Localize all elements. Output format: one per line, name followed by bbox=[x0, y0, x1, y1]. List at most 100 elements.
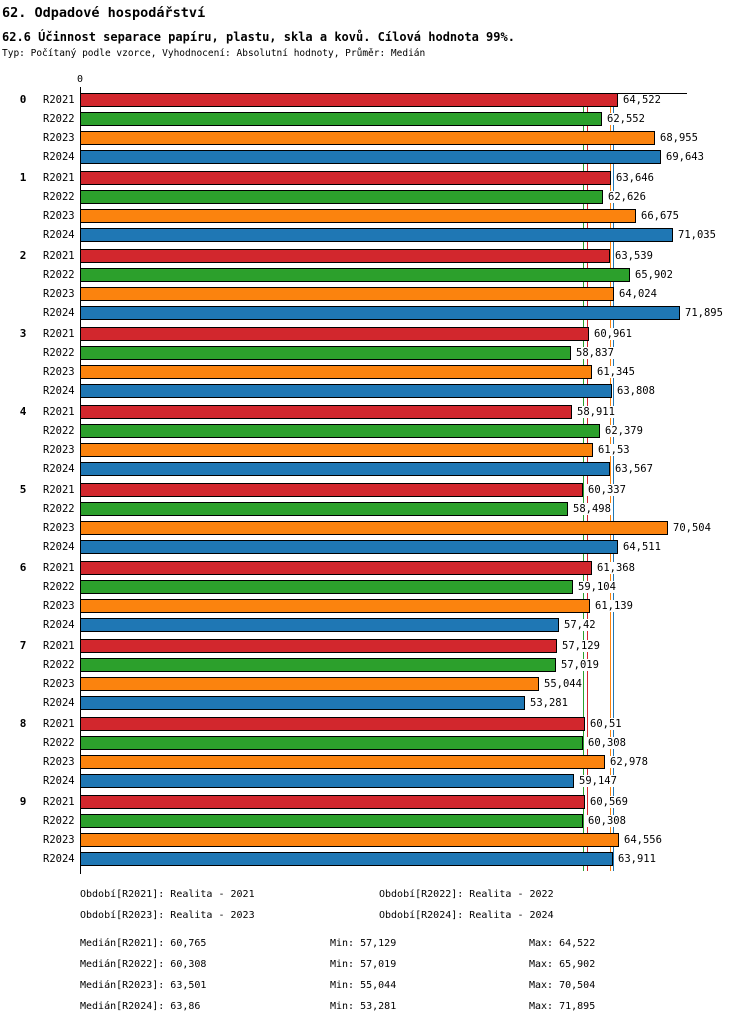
bar-series-label: R2021 bbox=[43, 250, 75, 262]
bar-series-label: R2021 bbox=[43, 94, 75, 106]
bar-r2021 bbox=[80, 405, 572, 419]
bar-r2021 bbox=[80, 795, 585, 809]
bar-series-label: R2022 bbox=[43, 815, 75, 827]
legend-item-r2023: Období[R2023]: Realita - 2023 bbox=[80, 910, 255, 921]
bar-series-label: R2023 bbox=[43, 834, 75, 846]
bar-r2021 bbox=[80, 93, 618, 107]
bar-value-label: 63,808 bbox=[616, 385, 656, 397]
median-line-r2024 bbox=[613, 93, 614, 871]
bar-series-label: R2022 bbox=[43, 659, 75, 671]
bar-r2023 bbox=[80, 521, 668, 535]
bar-r2023 bbox=[80, 833, 619, 847]
bar-series-label: R2023 bbox=[43, 600, 75, 612]
bar-r2024 bbox=[80, 228, 673, 242]
bar-series-label: R2023 bbox=[43, 444, 75, 456]
stat-median-r2021: Medián[R2021]: 60,765 bbox=[80, 938, 207, 949]
bar-value-label: 57,42 bbox=[563, 619, 597, 631]
bar-r2022 bbox=[80, 268, 630, 282]
stat-max-r2021: Max: 64,522 bbox=[529, 938, 596, 949]
bar-r2023 bbox=[80, 443, 593, 457]
bar-series-label: R2021 bbox=[43, 328, 75, 340]
stat-median-r2023: Medián[R2023]: 63,501 bbox=[80, 980, 207, 991]
group-label: 6 bbox=[19, 561, 27, 574]
bar-r2023 bbox=[80, 677, 539, 691]
group-label: 7 bbox=[19, 639, 27, 652]
bar-series-label: R2024 bbox=[43, 385, 75, 397]
bar-value-label: 62,379 bbox=[604, 425, 644, 437]
chart-config-line: Typ: Počítaný podle vzorce, Vyhodnocení:… bbox=[2, 48, 426, 59]
bar-r2024 bbox=[80, 774, 574, 788]
bar-value-label: 64,511 bbox=[622, 541, 662, 553]
stat-min-r2022: Min: 57,019 bbox=[330, 959, 397, 970]
bar-r2021 bbox=[80, 171, 611, 185]
bar-series-label: R2023 bbox=[43, 288, 75, 300]
legend-item-r2021: Období[R2021]: Realita - 2021 bbox=[80, 889, 255, 900]
bar-series-label: R2022 bbox=[43, 347, 75, 359]
bar-series-label: R2024 bbox=[43, 151, 75, 163]
bar-value-label: 57,129 bbox=[561, 640, 601, 652]
bar-r2021 bbox=[80, 561, 592, 575]
stat-max-r2023: Max: 70,504 bbox=[529, 980, 596, 991]
bar-r2024 bbox=[80, 306, 680, 320]
bar-r2021 bbox=[80, 639, 557, 653]
bar-r2024 bbox=[80, 852, 613, 866]
chart-title: 62.6 Účinnost separace papíru, plastu, s… bbox=[2, 30, 515, 44]
bar-value-label: 64,522 bbox=[622, 94, 662, 106]
bar-series-label: R2021 bbox=[43, 796, 75, 808]
bar-r2021 bbox=[80, 327, 589, 341]
median-line-r2022 bbox=[583, 93, 584, 871]
bar-value-label: 60,961 bbox=[593, 328, 633, 340]
bar-series-label: R2024 bbox=[43, 619, 75, 631]
bar-r2021 bbox=[80, 717, 585, 731]
bar-value-label: 62,552 bbox=[606, 113, 646, 125]
bar-value-label: 61,368 bbox=[596, 562, 636, 574]
bar-r2022 bbox=[80, 658, 556, 672]
bar-value-label: 64,024 bbox=[618, 288, 658, 300]
bar-series-label: R2023 bbox=[43, 132, 75, 144]
group-label: 0 bbox=[19, 93, 27, 106]
bar-value-label: 60,337 bbox=[587, 484, 627, 496]
bar-series-label: R2022 bbox=[43, 269, 75, 281]
stat-min-r2023: Min: 55,044 bbox=[330, 980, 397, 991]
bar-series-label: R2021 bbox=[43, 718, 75, 730]
bar-r2023 bbox=[80, 599, 590, 613]
bar-series-label: R2021 bbox=[43, 562, 75, 574]
median-line-r2021 bbox=[587, 93, 588, 871]
bar-value-label: 60,308 bbox=[587, 815, 627, 827]
y-axis-line bbox=[80, 87, 81, 874]
bar-value-label: 65,902 bbox=[634, 269, 674, 281]
bar-series-label: R2022 bbox=[43, 113, 75, 125]
bar-r2021 bbox=[80, 483, 583, 497]
bar-value-label: 66,675 bbox=[640, 210, 680, 222]
median-line-r2023 bbox=[610, 93, 611, 871]
stat-max-r2022: Max: 65,902 bbox=[529, 959, 596, 970]
bar-value-label: 58,498 bbox=[572, 503, 612, 515]
bar-r2021 bbox=[80, 249, 610, 263]
bar-series-label: R2023 bbox=[43, 522, 75, 534]
page-title: 62. Odpadové hospodářství bbox=[2, 5, 206, 21]
stat-median-r2024: Medián[R2024]: 63,86 bbox=[80, 1001, 201, 1012]
bar-series-label: R2024 bbox=[43, 697, 75, 709]
bar-series-label: R2022 bbox=[43, 425, 75, 437]
bar-chart: 0 0 R2021 64,522 R2022 62,552 R2023 68,955 R202… bbox=[19, 74, 724, 874]
legend-item-r2024: Období[R2024]: Realita - 2024 bbox=[379, 910, 554, 921]
bar-r2023 bbox=[80, 287, 614, 301]
bar-r2024 bbox=[80, 150, 661, 164]
group-label: 9 bbox=[19, 795, 27, 808]
bar-series-label: R2022 bbox=[43, 581, 75, 593]
stat-median-r2022: Medián[R2022]: 60,308 bbox=[80, 959, 207, 970]
group-label: 8 bbox=[19, 717, 27, 730]
bar-value-label: 60,308 bbox=[587, 737, 627, 749]
bar-value-label: 62,626 bbox=[607, 191, 647, 203]
bar-series-label: R2023 bbox=[43, 366, 75, 378]
bar-value-label: 61,53 bbox=[597, 444, 631, 456]
bar-value-label: 57,019 bbox=[560, 659, 600, 671]
bar-value-label: 58,911 bbox=[576, 406, 616, 418]
bar-series-label: R2023 bbox=[43, 678, 75, 690]
bar-r2022 bbox=[80, 502, 568, 516]
bar-value-label: 71,035 bbox=[677, 229, 717, 241]
bar-r2024 bbox=[80, 462, 610, 476]
bar-r2023 bbox=[80, 209, 636, 223]
bar-value-label: 63,539 bbox=[614, 250, 654, 262]
